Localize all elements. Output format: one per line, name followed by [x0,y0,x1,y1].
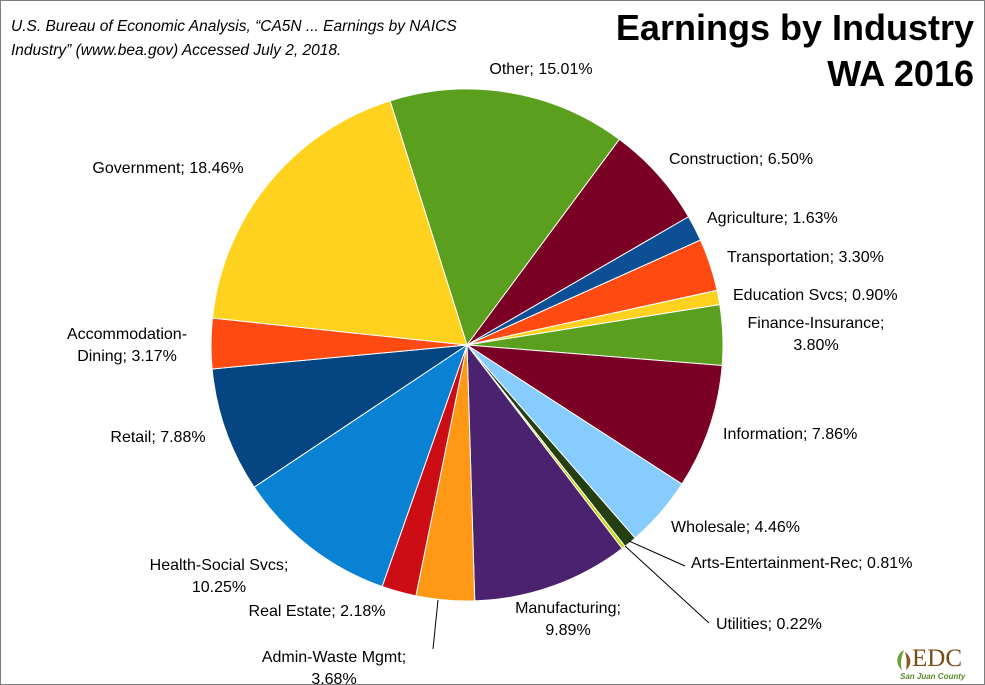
logo-subtitle: San Juan County [900,672,966,681]
slice-label: Government; 18.46% [92,160,243,177]
pie-slice [211,344,468,488]
chart-title-line-1: Earnings by Industry [615,7,974,48]
slice-label: Retail; 7.88% [110,429,205,446]
logo-text: EDC [912,645,962,672]
slice-label: Construction; 6.50% [669,151,813,168]
chart-title-line-2: WA 2016 [827,53,974,94]
slice-label: Information; 7.86% [723,426,857,443]
pie-slice [466,344,723,485]
slice-label: Utilities; 0.22% [716,616,822,633]
slice-label: Health-Social Svcs; 10.25% [150,557,289,596]
leader-line [628,540,686,567]
leader-line [624,545,710,624]
slice-label: Other; 15.01% [489,61,592,78]
pie-slice [389,88,621,347]
slice-label: Accommodation-Dining; 3.17% [67,326,187,365]
slice-label: Finance-Insurance; 3.80% [748,315,885,354]
slice-label: Admin-Waste Mgmt; 3.68% [262,649,406,684]
slice-label: Arts-Entertainment-Rec; 0.81% [691,555,912,572]
source-note: U.S. Bureau of Economic Analysis, “CA5N … [11,18,457,59]
pie-slice [466,343,623,602]
chart-title: Earnings by Industry WA 2016 [616,5,974,97]
slice-label: Education Svcs; 0.90% [733,287,898,304]
slice-label: Transportation; 3.30% [727,249,884,266]
slice-label: Agriculture; 1.63% [707,210,838,227]
slice-label: Real Estate; 2.18% [249,603,386,620]
slice-label: Manufacturing; 9.89% [515,600,621,639]
slice-label: Wholesale; 4.46% [671,519,800,536]
pie-slice [253,343,468,588]
leaf-icon [897,650,911,670]
pie-slice [211,100,468,346]
leader-line [432,599,439,650]
edc-logo: EDC San Juan County [894,645,980,684]
